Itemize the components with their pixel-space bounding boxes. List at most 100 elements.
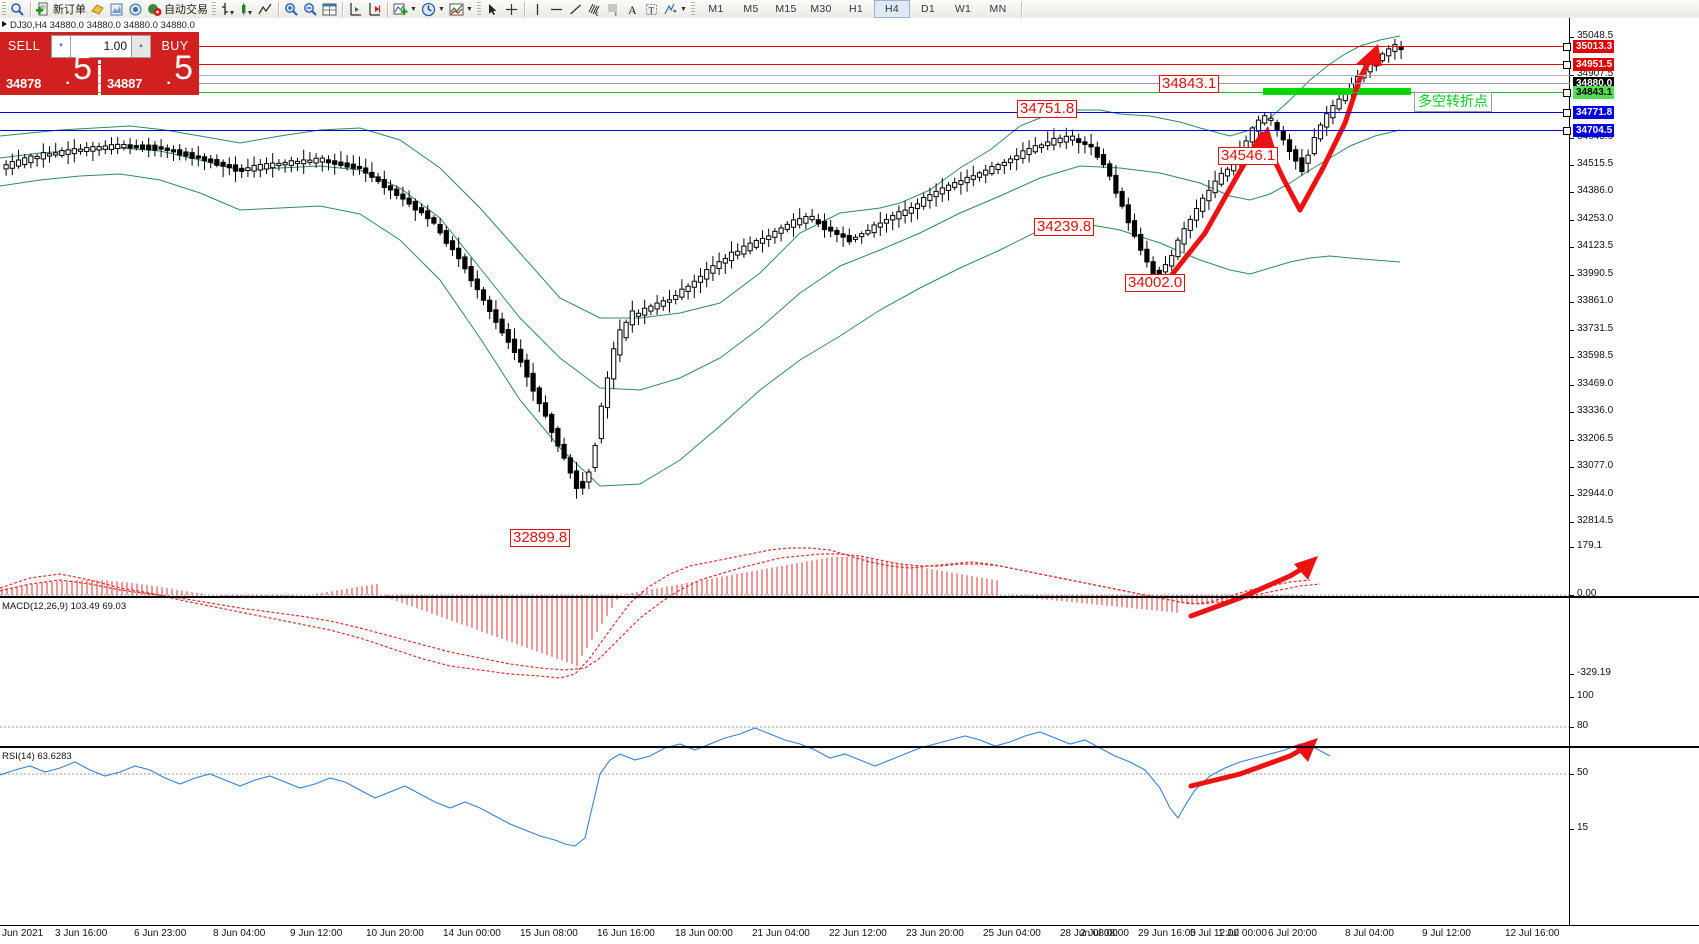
- candle-bullish: [1218, 172, 1224, 185]
- price-level-marker[interactable]: [1563, 109, 1571, 117]
- candle-bullish: [877, 222, 883, 228]
- candle-bearish: [555, 428, 561, 447]
- candle-bearish: [449, 240, 456, 251]
- toolbar-separator: [30, 1, 31, 17]
- price-callout-annotation[interactable]: 34751.8: [1017, 100, 1078, 118]
- volume-increment-button[interactable]: ▲: [132, 34, 151, 58]
- candle-bullish: [1311, 136, 1317, 155]
- horizontal-line-icon[interactable]: [547, 1, 566, 18]
- label-icon[interactable]: T: [642, 1, 661, 18]
- price-level-marker[interactable]: [1563, 127, 1571, 135]
- price-level-label[interactable]: 34951.5: [1573, 58, 1615, 71]
- chevron-down-icon-4[interactable]: ▼: [680, 5, 687, 13]
- buy-price[interactable]: 34887 . 5: [101, 51, 199, 95]
- chart-note-annotation[interactable]: 多空转折点: [1414, 92, 1492, 112]
- trendline-icon[interactable]: [566, 1, 585, 18]
- candlestick-chart-icon[interactable]: [237, 1, 256, 18]
- timeframe-m1[interactable]: M1: [708, 3, 724, 15]
- news-icon[interactable]: [107, 1, 126, 18]
- time-axis-label: 28 Jun 08:00: [1060, 928, 1118, 939]
- alert-icon[interactable]: [126, 1, 145, 18]
- templates-button[interactable]: ▼: [447, 1, 475, 18]
- price-level-label[interactable]: 34704.5: [1573, 124, 1615, 137]
- fibonacci-icon[interactable]: F: [604, 1, 623, 18]
- volume-input[interactable]: 1.00: [71, 34, 132, 58]
- search-icon[interactable]: [8, 1, 27, 18]
- indicators-button[interactable]: ▼: [391, 1, 419, 18]
- candle-bearish: [1280, 130, 1286, 141]
- candle-bearish: [152, 144, 158, 151]
- chevron-down-icon-2[interactable]: ▼: [438, 5, 445, 13]
- candle-bullish: [301, 159, 307, 165]
- main-toolbar: 新订单 自动交易: [0, 0, 1699, 19]
- toolbar-grip[interactable]: [2, 1, 6, 17]
- candle-bearish: [846, 234, 852, 243]
- vertical-line-icon[interactable]: [528, 1, 547, 18]
- time-axis[interactable]: Jun 2021 3 Jun 16:00 6 Jun 23:00 8 Jun 04:0…: [0, 925, 1699, 944]
- candle-bullish: [3, 164, 9, 170]
- candle-bearish: [363, 167, 369, 174]
- price-level-label[interactable]: 34843.1: [1573, 86, 1615, 99]
- chevron-down-icon[interactable]: ▼: [410, 5, 417, 13]
- volume-control[interactable]: ▼ 1.00 ▲: [48, 32, 151, 60]
- toolbar-grip-4[interactable]: [691, 1, 695, 17]
- svg-text:F: F: [615, 12, 618, 17]
- chart-area[interactable]: DJ30,H4 34880.0 34880.0 34880.0 34880.0 …: [0, 18, 1699, 944]
- toolbar-grip-3[interactable]: [477, 1, 481, 17]
- price-callout-annotation[interactable]: 34002.0: [1125, 274, 1186, 292]
- timeframe-w1[interactable]: W1: [954, 3, 972, 15]
- price-callout-annotation[interactable]: 34546.1: [1218, 147, 1279, 165]
- candle-bullish: [666, 299, 673, 303]
- price-level-marker[interactable]: [1563, 61, 1571, 69]
- new-order-button[interactable]: 新订单: [34, 1, 88, 18]
- timeframe-m5[interactable]: M5: [743, 3, 759, 15]
- timeframe-m15[interactable]: M15: [775, 3, 797, 15]
- timeframe-h4[interactable]: H4: [874, 0, 910, 18]
- candle-bearish: [220, 161, 226, 167]
- price-axis[interactable]: 34645.034515.534386.034253.034123.533990…: [1563, 18, 1699, 925]
- one-click-trading-panel[interactable]: SELL ▼ 1.00 ▲ BUY 34878 . 5 34887 . 5: [0, 32, 199, 95]
- grid-icon[interactable]: [320, 1, 339, 18]
- trade-panel-top: SELL ▼ 1.00 ▲ BUY: [0, 32, 199, 60]
- elliott-wave-icon[interactable]: E: [585, 1, 604, 18]
- toolbar-grip-2[interactable]: [212, 1, 216, 17]
- volume-decrement-button[interactable]: ▼: [51, 34, 71, 58]
- candle-bullish: [753, 240, 759, 248]
- candle-bearish: [344, 162, 350, 168]
- autoscroll-icon[interactable]: [365, 1, 384, 18]
- price-level-marker[interactable]: [1563, 89, 1571, 97]
- candle-bullish: [1014, 155, 1020, 161]
- cursor-icon[interactable]: [483, 1, 502, 18]
- buy-button[interactable]: BUY: [151, 32, 199, 60]
- timeframe-h1[interactable]: H1: [848, 3, 864, 15]
- zoom-in-icon[interactable]: [282, 1, 301, 18]
- timeframe-m30[interactable]: M30: [810, 3, 832, 15]
- candle-bearish: [1113, 174, 1119, 194]
- timeframe-mn[interactable]: MN: [989, 3, 1007, 15]
- timeframe-d1[interactable]: D1: [920, 3, 936, 15]
- price-level-label[interactable]: 34771.8: [1573, 106, 1615, 119]
- price-pane[interactable]: DJ30,H4 34880.0 34880.0 34880.0 34880.0 …: [0, 18, 1570, 925]
- history-icon[interactable]: [88, 1, 107, 18]
- price-callout-annotation[interactable]: 32899.8: [510, 529, 571, 547]
- candle-bullish: [28, 155, 34, 164]
- line-chart-icon[interactable]: [256, 1, 275, 18]
- shapes-button[interactable]: ▼: [661, 1, 689, 18]
- collapse-triangle-icon[interactable]: [2, 21, 7, 27]
- price-callout-annotation[interactable]: 34239.8: [1034, 218, 1095, 236]
- text-icon[interactable]: A: [623, 1, 642, 18]
- crosshair-icon[interactable]: [502, 1, 521, 18]
- price-level-label[interactable]: 35013.3: [1573, 40, 1615, 53]
- autotrading-button[interactable]: 自动交易: [145, 1, 210, 18]
- bar-chart-icon[interactable]: [218, 1, 237, 18]
- axis-macd-separator: [1570, 596, 1699, 598]
- shift-icon[interactable]: [346, 1, 365, 18]
- zoom-out-icon[interactable]: [301, 1, 320, 18]
- price-level-marker[interactable]: [1563, 43, 1571, 51]
- candle-bullish: [945, 184, 952, 191]
- sell-price[interactable]: 34878 . 5: [0, 51, 98, 95]
- price-callout-annotation[interactable]: 34843.1: [1159, 75, 1220, 93]
- sell-button[interactable]: SELL: [0, 32, 48, 60]
- period-button[interactable]: ▼: [419, 1, 447, 18]
- chevron-down-icon-3[interactable]: ▼: [466, 5, 473, 13]
